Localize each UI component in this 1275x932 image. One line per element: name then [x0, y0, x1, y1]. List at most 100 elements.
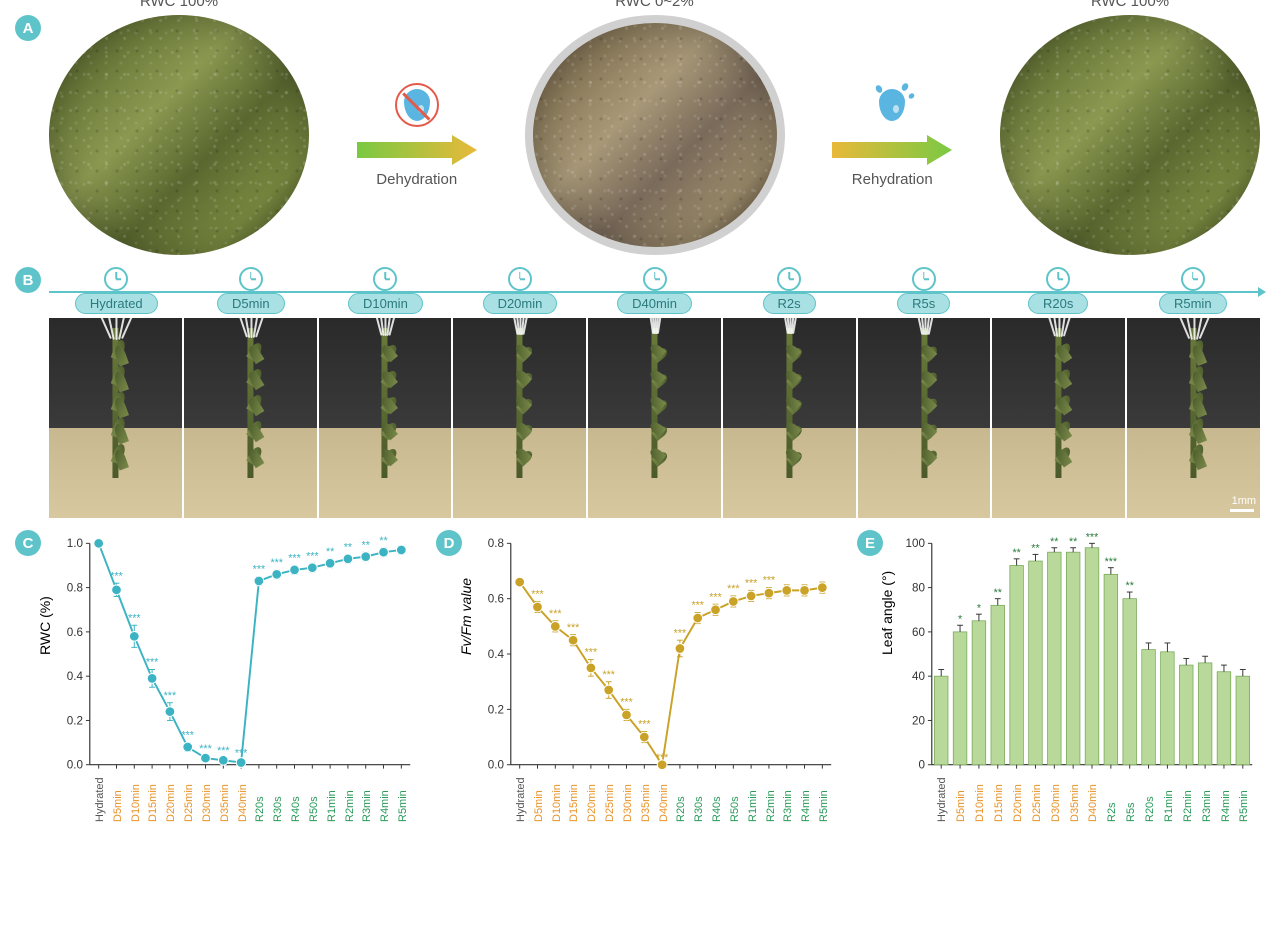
svg-text:**: **	[362, 539, 370, 551]
svg-text:**: **	[326, 546, 334, 558]
svg-text:***: ***	[270, 557, 282, 569]
panel-d-ylabel: Fv/Fm value	[458, 578, 474, 655]
xtick-label: D40min	[658, 810, 670, 822]
xtick-label: R40s	[711, 810, 723, 822]
xtick-label: D10min	[130, 810, 142, 822]
svg-text:1.0: 1.0	[67, 537, 84, 550]
svg-text:**: **	[1031, 542, 1039, 554]
xtick-label: R2s	[1106, 810, 1118, 822]
moss-stem-row	[49, 318, 1260, 518]
xtick-label: D20min	[586, 810, 598, 822]
xtick-label: D35min	[1069, 810, 1081, 822]
timeline-item: R2s	[722, 267, 857, 314]
svg-text:*: *	[958, 613, 962, 625]
timeline-item: D10min	[318, 267, 453, 314]
panel-a: A RWC 100% Dehydration RWC 0~2%	[15, 15, 1260, 255]
svg-text:0: 0	[919, 759, 926, 772]
svg-text:***: ***	[549, 608, 561, 620]
rwc-line-chart: 0.00.20.40.60.81.0**********************…	[49, 530, 418, 780]
xtick-label: R5min	[818, 810, 830, 822]
panel-e: E 020406080100******************** Leaf …	[857, 530, 1260, 792]
clock-icon	[373, 267, 397, 291]
svg-text:0.2: 0.2	[67, 714, 83, 727]
xtick-label: R30s	[693, 810, 705, 822]
timeline-item: D40min	[587, 267, 722, 314]
svg-text:***: ***	[199, 743, 211, 755]
moss-stem-photo	[992, 318, 1125, 518]
xtick-label: D10min	[974, 810, 986, 822]
panel-b-content: Hydrated D5min D10min D20min D40min R2s …	[49, 267, 1260, 518]
svg-text:**: **	[344, 542, 352, 554]
xtick-label: R1min	[747, 810, 759, 822]
svg-text:**: **	[1050, 536, 1058, 548]
xtick-label: R2min	[344, 810, 356, 822]
timeline-item: D5min	[184, 267, 319, 314]
timeline-item: D20min	[453, 267, 588, 314]
xtick-label: R5min	[1238, 810, 1250, 822]
clock-icon	[508, 267, 532, 291]
rehydration-arrow-block: Rehydration	[827, 83, 957, 188]
svg-text:***: ***	[620, 696, 632, 708]
xtick-label: D5min	[533, 810, 545, 822]
fvfm-line-chart: 0.00.20.40.60.8*************************…	[470, 530, 839, 780]
svg-text:***: ***	[306, 550, 318, 562]
svg-text:0.6: 0.6	[67, 626, 83, 639]
xtick-label: D20min	[1012, 810, 1024, 822]
svg-text:***: ***	[763, 575, 775, 587]
svg-text:***: ***	[181, 730, 193, 742]
xtick-label: D35min	[219, 810, 231, 822]
time-pill: R5s	[897, 293, 950, 314]
moss-stem-photo	[1127, 318, 1260, 518]
panel-e-xticks: HydratedD5minD10minD15minD20minD25minD30…	[891, 780, 1260, 792]
moss-dried: RWC 0~2%	[525, 15, 785, 255]
svg-text:**: **	[994, 587, 1002, 599]
xtick-label: D35min	[640, 810, 652, 822]
svg-text:0.4: 0.4	[67, 670, 84, 683]
xtick-label: D30min	[622, 810, 634, 822]
svg-text:0.8: 0.8	[67, 581, 83, 594]
panel-c: C 0.00.20.40.60.81.0********************…	[15, 530, 418, 792]
xtick-label: D15min	[147, 810, 159, 822]
svg-text:0.4: 0.4	[488, 648, 505, 661]
xtick-label: R30s	[272, 810, 284, 822]
moss-stem-photo	[723, 318, 856, 518]
xtick-label: D40min	[237, 810, 249, 822]
svg-text:***: ***	[1105, 556, 1117, 568]
xtick-label: D30min	[1050, 810, 1062, 822]
svg-text:0.8: 0.8	[488, 537, 504, 550]
xtick-label: R2min	[1182, 810, 1194, 822]
moss-stem-photo	[588, 318, 721, 518]
xtick-label: R3min	[361, 810, 373, 822]
svg-text:***: ***	[288, 553, 300, 565]
xtick-label: R5s	[1125, 810, 1137, 822]
xtick-label: Hydrated	[515, 810, 527, 822]
xtick-label: D25min	[604, 810, 616, 822]
leaf-angle-bar-chart: 020406080100********************	[891, 530, 1260, 780]
svg-text:80: 80	[912, 581, 925, 594]
clock-icon	[239, 267, 263, 291]
time-pill: R2s	[763, 293, 816, 314]
svg-text:20: 20	[912, 714, 925, 727]
xtick-label: R40s	[290, 810, 302, 822]
dehydration-arrow-block: Dehydration	[352, 83, 482, 188]
svg-text:***: ***	[638, 719, 650, 731]
svg-text:0.6: 0.6	[488, 593, 504, 606]
clock-icon	[643, 267, 667, 291]
moss-caption-1: RWC 100%	[49, 0, 309, 10]
dehydration-label: Dehydration	[376, 171, 457, 188]
svg-text:***: ***	[531, 589, 543, 601]
svg-text:***: ***	[585, 647, 597, 659]
xtick-label: D15min	[993, 810, 1005, 822]
clock-icon	[1046, 267, 1070, 291]
xtick-label: R3min	[1201, 810, 1213, 822]
xtick-label: R3min	[782, 810, 794, 822]
svg-text:0.2: 0.2	[488, 703, 504, 716]
svg-text:***: ***	[691, 600, 703, 612]
xtick-label: D20min	[165, 810, 177, 822]
xtick-label: R20s	[1144, 810, 1156, 822]
time-pill: D20min	[483, 293, 558, 314]
moss-stem-photo	[319, 318, 452, 518]
xtick-label: Hydrated	[94, 810, 106, 822]
moss-hydrated-1: RWC 100%	[49, 15, 309, 255]
panel-d-label: D	[436, 530, 462, 556]
